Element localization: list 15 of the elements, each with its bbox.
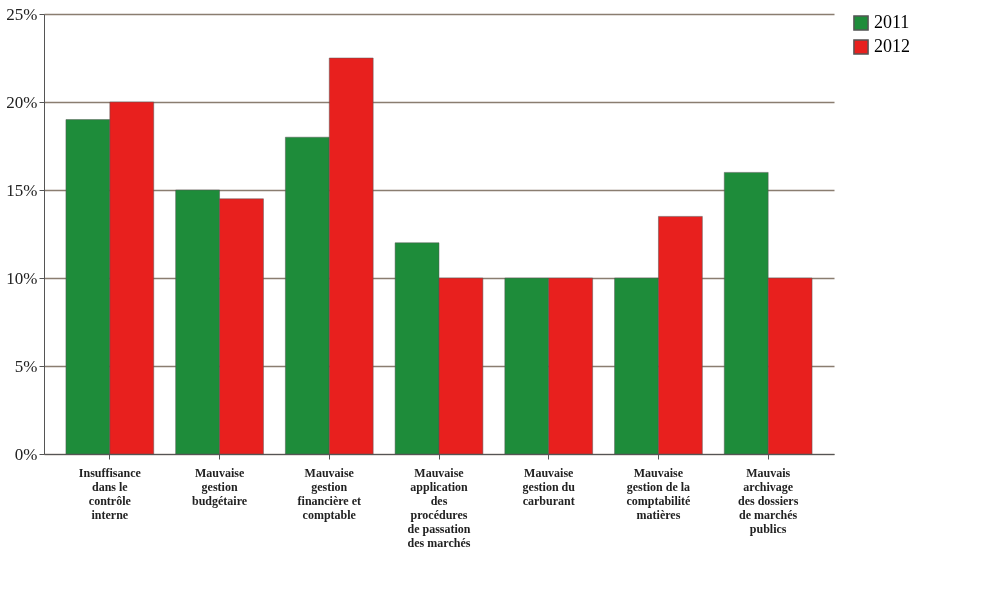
x-tick-label: Mauvaise application des procédures de passation des marchés [407, 465, 471, 550]
x-tick-label: Insuffisance dans le contrôle interne [78, 465, 142, 522]
x-tick-label: Mauvaise gestion de la comptabilité matières [626, 465, 692, 522]
y-tick-label: 10% [6, 268, 38, 288]
y-tick-label: 20% [6, 92, 38, 112]
x-tick-label: Mauvaise gestion budgétaire [191, 465, 248, 508]
y-tick-label: 5% [14, 356, 38, 376]
x-tick-label: Mauvaise gestion du carburant [522, 465, 576, 508]
y-tick-label: 25% [6, 4, 38, 24]
legend-label: 2012 [874, 36, 910, 56]
y-tick-label: 0% [14, 444, 38, 464]
x-tick-label: Mauvaise gestion financière et comptable [297, 465, 361, 522]
legend-label: 2011 [874, 12, 910, 32]
x-tick-label: Mauvais archivage des dossiers de marchés publics [737, 465, 799, 536]
y-tick-label: 15% [6, 180, 38, 200]
